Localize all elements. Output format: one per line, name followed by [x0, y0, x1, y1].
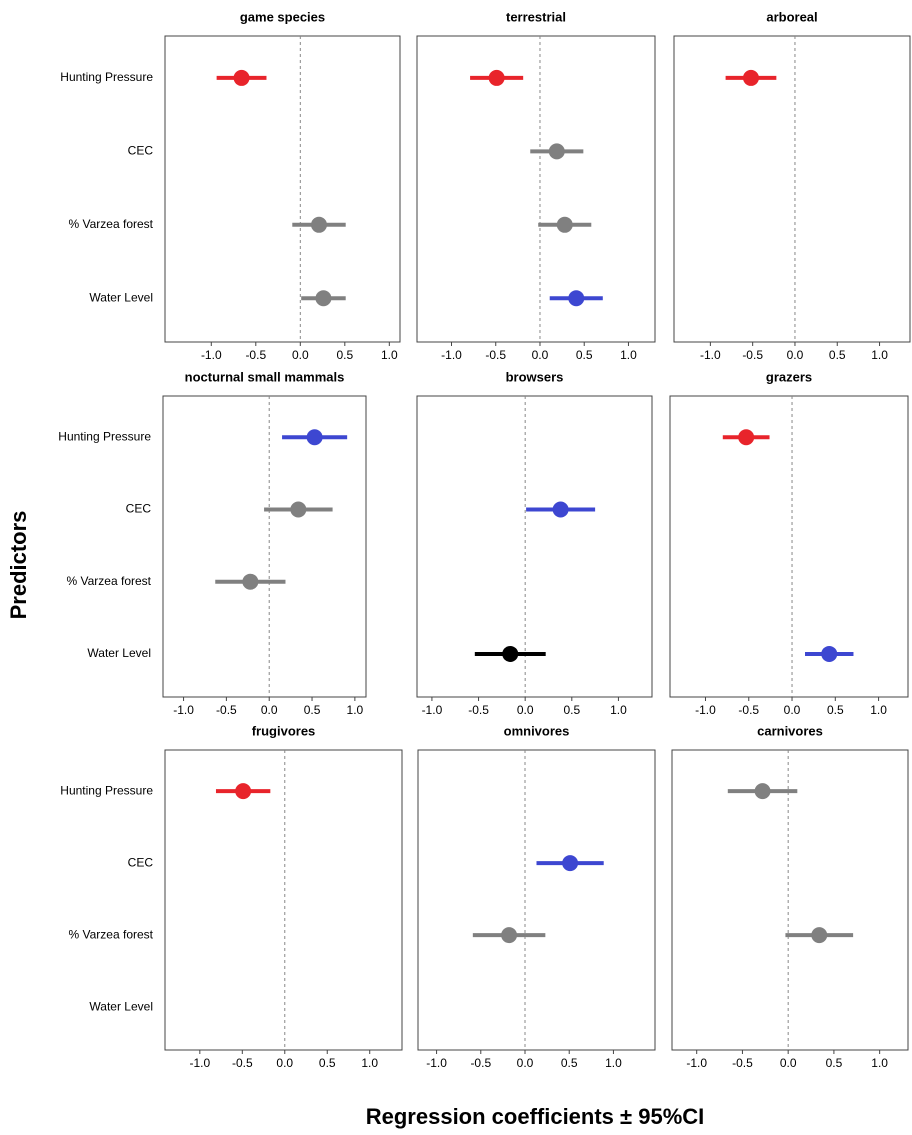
y-tick-label: % Varzea forest	[67, 574, 152, 588]
point	[310, 216, 327, 233]
x-tick-label: -0.5	[232, 1056, 253, 1070]
point	[306, 429, 323, 446]
x-tick-label: -0.5	[485, 348, 506, 362]
x-tick-label: -1.0	[201, 348, 222, 362]
x-tick-label: -1.0	[441, 348, 462, 362]
panel-title: browsers	[506, 369, 564, 384]
y-tick-label: Hunting Pressure	[60, 70, 153, 84]
x-tick-label: 0.5	[336, 348, 353, 362]
y-tick-label: CEC	[128, 144, 154, 158]
x-tick-label: 0.5	[576, 348, 593, 362]
x-tick-label: 0.0	[276, 1056, 293, 1070]
x-tick-label: 0.5	[561, 1056, 578, 1070]
panel-frame	[416, 35, 656, 343]
point	[488, 69, 505, 86]
point	[501, 927, 518, 944]
x-tick-label: -0.5	[245, 348, 266, 362]
x-tick-label: -1.0	[695, 703, 716, 717]
y-tick-label: % Varzea forest	[69, 217, 154, 231]
point	[290, 501, 307, 518]
x-tick-label: -0.5	[732, 1056, 753, 1070]
x-tick-label: -1.0	[700, 348, 721, 362]
panel-frame	[671, 749, 909, 1051]
x-tick-label: -0.5	[468, 703, 489, 717]
point	[754, 783, 771, 800]
y-tick-label: Water Level	[89, 999, 153, 1013]
y-axis-title: Predictors	[6, 511, 31, 620]
x-tick-label: -0.5	[470, 1056, 491, 1070]
y-tick-label: CEC	[126, 502, 152, 516]
x-tick-label: -1.0	[686, 1056, 707, 1070]
y-tick-label: Water Level	[89, 290, 153, 304]
panel-title: arboreal	[766, 9, 817, 24]
point	[552, 501, 569, 518]
x-tick-label: 0.5	[563, 703, 580, 717]
panel-title: carnivores	[757, 723, 823, 738]
x-tick-label: 0.5	[826, 1056, 843, 1070]
x-tick-label: -1.0	[422, 703, 443, 717]
x-tick-label: 0.0	[784, 703, 801, 717]
panel-title: grazers	[766, 369, 812, 384]
y-tick-label: Hunting Pressure	[58, 429, 151, 443]
x-tick-label: -1.0	[426, 1056, 447, 1070]
x-tick-label: 1.0	[605, 1056, 622, 1070]
x-tick-label: 0.0	[780, 1056, 797, 1070]
point	[821, 645, 838, 662]
x-tick-label: 1.0	[610, 703, 627, 717]
x-tick-label: 0.5	[829, 348, 846, 362]
panel-frame	[417, 749, 656, 1051]
x-tick-label: 0.0	[532, 348, 549, 362]
point	[811, 927, 828, 944]
point	[233, 69, 250, 86]
x-tick-label: 0.5	[304, 703, 321, 717]
x-tick-label: 1.0	[347, 703, 364, 717]
point	[568, 290, 585, 307]
panel-title: omnivores	[504, 723, 570, 738]
x-tick-label: 0.5	[827, 703, 844, 717]
x-axis-title: Regression coefficients ± 95%CI	[366, 1104, 705, 1129]
panel-frame	[164, 35, 401, 343]
x-tick-label: -0.5	[742, 348, 763, 362]
x-tick-label: 1.0	[871, 1056, 888, 1070]
x-tick-label: 0.0	[292, 348, 309, 362]
x-tick-label: 0.5	[319, 1056, 336, 1070]
point	[742, 69, 759, 86]
point	[562, 855, 579, 872]
point	[235, 783, 252, 800]
panel-frame	[164, 749, 403, 1051]
point	[548, 143, 565, 160]
panel-frame	[162, 395, 367, 698]
point	[502, 645, 519, 662]
x-tick-label: 0.0	[517, 703, 534, 717]
point	[315, 290, 332, 307]
panel-title: nocturnal small mammals	[185, 369, 345, 384]
panel-title: frugivores	[252, 723, 316, 738]
panel-title: game species	[240, 9, 325, 24]
point	[242, 573, 259, 590]
panel-title: terrestrial	[506, 9, 566, 24]
x-tick-label: 1.0	[620, 348, 637, 362]
y-tick-label: Hunting Pressure	[60, 783, 153, 797]
point	[738, 429, 755, 446]
y-tick-label: Water Level	[87, 646, 151, 660]
panel-frame	[673, 35, 911, 343]
x-tick-label: 0.0	[517, 1056, 534, 1070]
point	[556, 216, 573, 233]
x-tick-label: 1.0	[870, 703, 887, 717]
x-tick-label: -1.0	[173, 703, 194, 717]
x-tick-label: -1.0	[189, 1056, 210, 1070]
x-tick-label: 1.0	[871, 348, 888, 362]
x-tick-label: -0.5	[216, 703, 237, 717]
x-tick-label: 1.0	[361, 1056, 378, 1070]
x-tick-label: 0.0	[787, 348, 804, 362]
x-tick-label: 0.0	[261, 703, 278, 717]
panel-frame	[416, 395, 653, 698]
x-tick-label: -0.5	[738, 703, 759, 717]
y-tick-label: CEC	[128, 855, 154, 869]
panel-frame	[669, 395, 909, 698]
x-tick-label: 1.0	[381, 348, 398, 362]
y-tick-label: % Varzea forest	[69, 927, 154, 941]
